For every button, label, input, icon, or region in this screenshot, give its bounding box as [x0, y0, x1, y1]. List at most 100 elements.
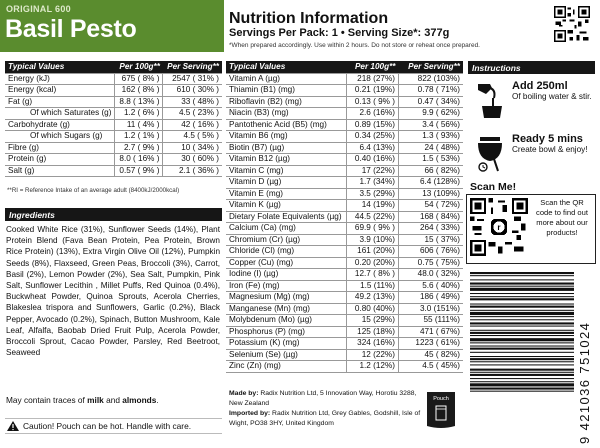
table-row: Niacin (B3) (mg) 2.6 (16%) 9.9 ( 62%)	[226, 107, 463, 120]
qr-code-icon[interactable]: r	[470, 198, 528, 256]
per-100g-value: 1.2 (12%)	[345, 360, 399, 373]
per-100g-value: 44.5 (22%)	[345, 211, 399, 223]
ingredients-heading: Ingredients	[5, 208, 222, 221]
barcode-bar	[470, 368, 574, 371]
step-2-text: Ready 5 mins Create bowl & enjoy!	[512, 133, 588, 173]
barcode-bar	[470, 282, 574, 285]
table-row: Phosphorus (P) (mg) 125 (18%) 471 ( 67%)	[226, 326, 463, 338]
nutrient-label: Carbohydrate (g)	[5, 119, 115, 131]
barcode-bar	[470, 371, 574, 373]
table-row: Copper (Cu) (mg) 0.20 (20%) 0.75 ( 75%)	[226, 257, 463, 269]
table-row: Magnesium (Mg) (mg) 49.2 (13%) 186 ( 49%)	[226, 291, 463, 304]
table-row: Biotin (B7) (µg) 6.4 (13%) 24 ( 48%)	[226, 142, 463, 154]
barcode-bar	[470, 338, 574, 342]
per-serving-value: 48.0 ( 32%)	[397, 268, 463, 281]
table-row: Vitamin D (µg) 1.7 (34%) 6.4 (128%)	[226, 176, 463, 189]
barcode-bar	[470, 311, 574, 316]
table-row: Protein (g) 8.0 ( 16% ) 30 ( 60% )	[5, 153, 222, 166]
barcode-bar	[470, 390, 574, 392]
table-row: Chromium (Cr) (µg) 3.9 (10%) 15 ( 37%)	[226, 234, 463, 246]
scan-me-text: Scan the QR code to find out more about …	[536, 198, 588, 237]
per-100g-value: 2.6 (16%)	[345, 107, 399, 120]
nutrient-label: Manganese (Mn) (mg)	[226, 303, 346, 315]
barcode-bar	[470, 356, 574, 358]
nutrient-label: Iodine (I) (µg)	[226, 268, 346, 281]
product-name: Basil Pesto	[5, 15, 137, 43]
nutrient-label: Selenium (Se) (µg)	[226, 349, 346, 361]
step-2-desc: Create bowl & enjoy!	[512, 145, 588, 154]
per-100g-value: 0.89 (15%)	[345, 119, 399, 131]
nutrient-label: Copper (Cu) (mg)	[226, 257, 346, 269]
per-serving-value: 0.47 ( 34%)	[397, 96, 463, 108]
caution-banner: Caution! Pouch can be hot. Handle with c…	[5, 418, 222, 434]
nutrient-label: Dietary Folate Equivalents (µg)	[226, 211, 346, 223]
kettle-pour-icon	[478, 84, 502, 118]
per-serving-value: 0.75 ( 75%)	[397, 257, 463, 269]
table-row: Vitamin B6 (mg) 0.34 (25%) 1.3 ( 93%)	[226, 130, 463, 143]
barcode-bar	[470, 298, 574, 301]
table-row: Vitamin A (µg) 218 (27%) 822 (103%)	[226, 73, 463, 85]
per-serving-value: 55 (111%)	[397, 314, 463, 327]
barcode-bar	[470, 347, 574, 350]
per-100g-value: 6.4 (13%)	[345, 142, 399, 154]
table-row: Zinc (Zn) (mg) 1.2 (12%) 4.5 ( 45%)	[226, 360, 463, 373]
barcode-bar	[470, 316, 574, 318]
nutrient-label: Riboflavin (B2) (mg)	[226, 96, 346, 108]
nutrient-label: Energy (kJ)	[5, 73, 115, 85]
barcode-bar	[470, 387, 574, 390]
table-row: Of which Sugars (g) 1.2 ( 1% ) 4.5 ( 5% )	[5, 130, 222, 143]
per-100g-value: 12.7 ( 8% )	[345, 268, 399, 281]
per-serving-value: 15 ( 37%)	[397, 234, 463, 246]
nutrient-label: Iron (Fe) (mg)	[226, 280, 346, 292]
table-row: Selenium (Se) (µg) 12 (22%) 45 ( 82%)	[226, 349, 463, 361]
table-row: Riboflavin (B2) (mg) 0.13 ( 9% ) 0.47 ( 34…	[226, 96, 463, 108]
barcode-bar	[470, 272, 574, 275]
micro-nutrient-table: Typical Values Per 100g** Per Serving** …	[226, 61, 463, 373]
servings-line: Servings Per Pack: 1 • Serving Size*: 37…	[229, 27, 450, 39]
table-row: Molybdenum (Mo) (µg) 15 (29%) 55 (111%)	[226, 314, 463, 327]
barcode-bar	[470, 279, 574, 281]
traces-prefix: May contain traces of	[6, 395, 88, 405]
per-100g-value: 0.57 ( 9% )	[114, 165, 163, 177]
table-row: Thiamin (B1) (mg) 0.21 (19%) 0.78 ( 71%)	[226, 84, 463, 97]
barcode-bar	[470, 325, 574, 327]
ingredients-text: Cooked White Rice (31%), Sunflower Seeds…	[6, 225, 220, 358]
barcode-bars	[470, 272, 574, 392]
barcode-bar	[470, 358, 574, 361]
nutrient-label: Phosphorus (P) (mg)	[226, 326, 346, 338]
imported-by-text: Radix Nutrition Ltd, Grey Gables, Godshi…	[229, 410, 421, 427]
header-per-100g: Per 100g**	[114, 61, 163, 74]
barcode-bar	[470, 293, 574, 295]
per-serving-value: 186 ( 49%)	[397, 291, 463, 304]
per-serving-value: 45 ( 82%)	[397, 349, 463, 361]
per-serving-value: 471 ( 67%)	[397, 326, 463, 338]
nutrient-label: Molybdenum (Mo) (µg)	[226, 314, 346, 327]
per-serving-value: 3.4 ( 56%)	[397, 119, 463, 131]
barcode-bar	[470, 275, 574, 277]
allergen-almonds: almonds	[122, 395, 157, 405]
nutrient-label: Of which Sugars (g)	[5, 130, 115, 143]
brand-banner	[0, 0, 224, 52]
made-by-text: Radix Nutrition Ltd, 5 Innovation Way, H…	[229, 390, 417, 407]
per-serving-value: 3.0 (151%)	[397, 303, 463, 315]
table-row: Salt (g) 0.57 ( 9% ) 2.1 ( 36% )	[5, 165, 222, 177]
barcode-bar	[470, 351, 574, 353]
barcode-bar	[470, 331, 574, 334]
nutrient-label: Vitamin C (mg)	[226, 165, 346, 177]
imported-by-label: Imported by:	[229, 410, 271, 417]
table-row: Chloride (Cl) (mg) 161 (20%) 606 ( 76%)	[226, 245, 463, 258]
per-serving-value: 2.1 ( 36% )	[162, 165, 222, 177]
table-row: Energy (kcal) 162 ( 8% ) 610 ( 30% )	[5, 84, 222, 97]
nutrient-label: Energy (kcal)	[5, 84, 115, 97]
nutrient-label: Vitamin D (µg)	[226, 176, 346, 189]
allergen-traces: May contain traces of milk and almonds.	[6, 395, 159, 405]
table-header-row: Typical Values Per 100g** Per Serving**	[5, 61, 222, 74]
company-info: Made by: Radix Nutrition Ltd, 5 Innovati…	[229, 389, 429, 429]
per-100g-value: 3.5 (29%)	[345, 188, 399, 200]
per-serving-value: 1.5 ( 53%)	[397, 153, 463, 166]
instruction-step-1: Add 250ml Of boiling water & stir.	[474, 80, 594, 120]
per-serving-value: 610 ( 30% )	[162, 84, 222, 97]
per-100g-value: 8.8 ( 13% )	[114, 96, 163, 108]
header-typical-values: Typical Values	[5, 61, 115, 74]
barcode-bar	[470, 309, 574, 311]
